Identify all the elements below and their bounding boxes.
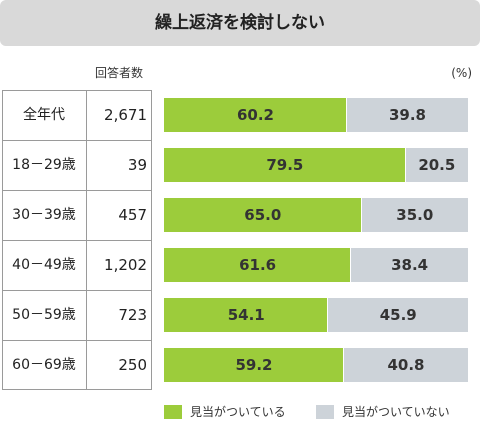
bar-segment-no	[328, 298, 468, 332]
table-row-divider	[2, 190, 152, 191]
data-label-no: 20.5	[418, 156, 456, 174]
data-label-yes: 59.2	[235, 356, 273, 374]
table-row-divider	[2, 240, 152, 241]
bar-segment-yes	[164, 98, 346, 132]
respondent-count: 1,202	[104, 256, 147, 274]
respondent-count: 250	[118, 356, 147, 374]
data-label-no: 39.8	[388, 106, 426, 124]
data-label-no: 35.0	[396, 206, 434, 224]
bar-segment-no	[351, 248, 468, 282]
title-bar	[0, 0, 480, 46]
bar-segment-yes	[164, 348, 343, 382]
data-label-yes: 61.6	[239, 256, 277, 274]
data-label-yes: 54.1	[227, 306, 265, 324]
respondents-header: 回答者数	[94, 66, 143, 80]
age-group-label: 50－59歳	[12, 307, 76, 323]
respondent-count: 457	[118, 206, 147, 224]
bar-segment-no	[405, 148, 468, 182]
bar-segment-yes	[164, 148, 405, 182]
respondent-count: 2,671	[104, 106, 147, 124]
age-group-label: 18－29歳	[12, 157, 76, 173]
bar-segment-yes	[164, 198, 361, 232]
unit-label: (%)	[451, 66, 472, 80]
bar-segment-no	[361, 198, 468, 232]
data-label-no: 38.4	[391, 256, 429, 274]
respondent-count: 723	[118, 306, 147, 324]
bar-segment-no	[343, 348, 468, 382]
legend-label-yes: 見当がついている	[190, 405, 286, 419]
bar-segment-no	[347, 98, 468, 132]
table-row-divider	[2, 140, 152, 141]
bar-segment-yes	[164, 298, 328, 332]
data-label-yes: 60.2	[236, 106, 274, 124]
legend-swatch-yes	[164, 405, 182, 419]
chart-title: 繰上返済を検討しない	[155, 13, 325, 33]
age-group-label: 40－49歳	[12, 257, 76, 273]
data-label-yes: 65.0	[244, 206, 282, 224]
age-group-label: 60－69歳	[12, 357, 76, 373]
table-row-divider	[2, 290, 152, 291]
legend-swatch-no	[316, 405, 334, 419]
table-row-divider	[2, 340, 152, 341]
age-group-label: 30－39歳	[12, 207, 76, 223]
data-label-no: 40.8	[387, 356, 425, 374]
respondent-count: 39	[127, 156, 147, 174]
data-label-no: 45.9	[379, 306, 417, 324]
bar-segment-yes	[164, 248, 351, 282]
legend-label-no: 見当がついていない	[342, 405, 450, 419]
age-group-label: 全年代	[23, 107, 65, 123]
data-label-yes: 79.5	[266, 156, 304, 174]
